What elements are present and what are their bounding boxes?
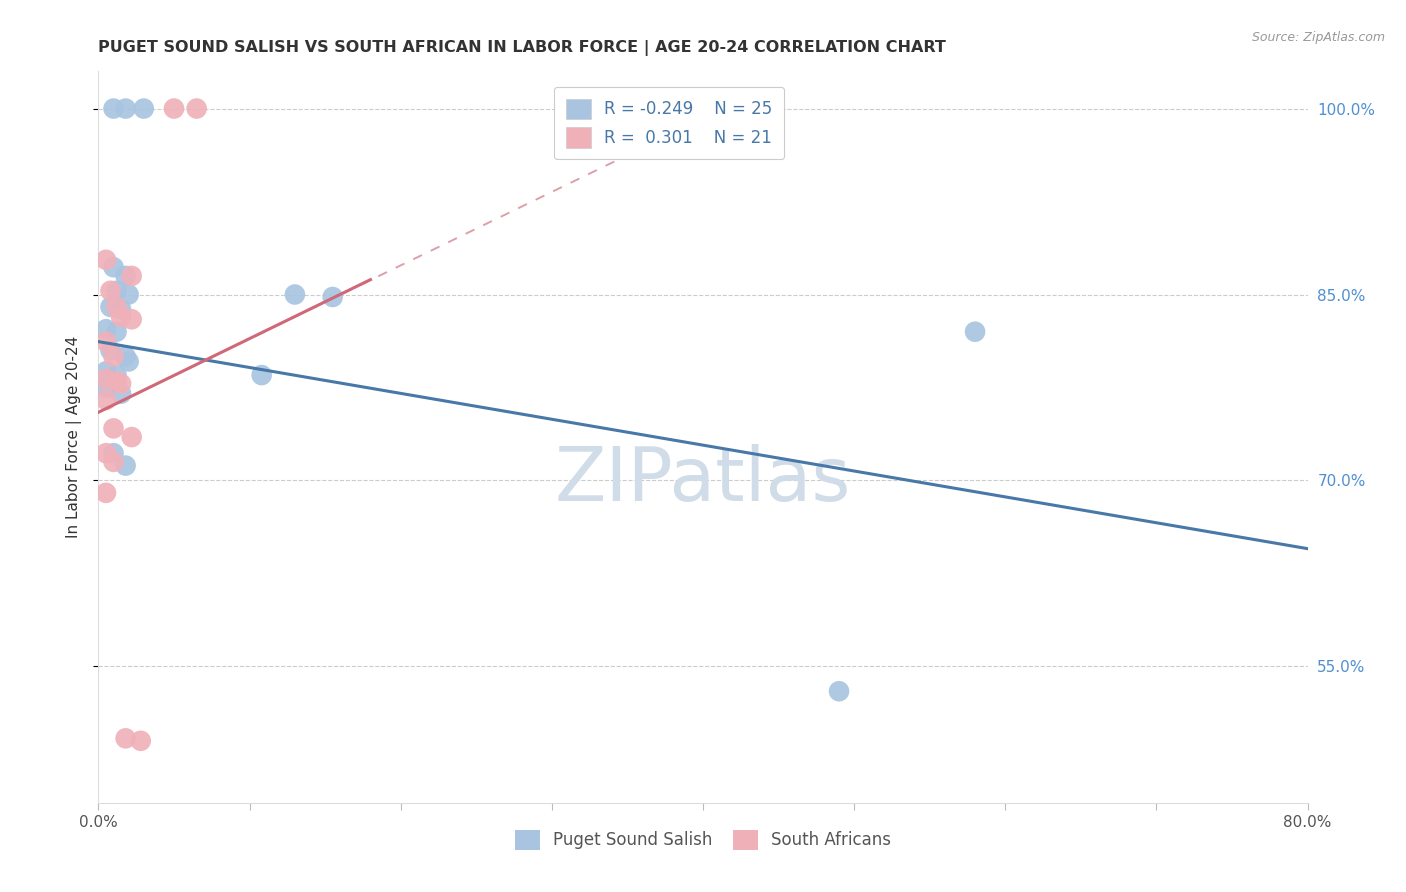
Legend: Puget Sound Salish, South Africans: Puget Sound Salish, South Africans	[509, 823, 897, 856]
Point	[94, 372, 117, 386]
Point	[94, 486, 117, 500]
Point	[103, 446, 125, 460]
Point	[121, 268, 143, 283]
Point	[94, 392, 117, 407]
Point	[828, 684, 851, 698]
Point	[114, 731, 136, 746]
Point	[94, 334, 117, 349]
Point	[94, 446, 117, 460]
Point	[103, 350, 125, 364]
Text: PUGET SOUND SALISH VS SOUTH AFRICAN IN LABOR FORCE | AGE 20-24 CORRELATION CHART: PUGET SOUND SALISH VS SOUTH AFRICAN IN L…	[98, 40, 946, 56]
Point	[103, 102, 125, 116]
Point	[105, 300, 128, 314]
Point	[114, 350, 136, 364]
Point	[110, 386, 132, 401]
Point	[105, 374, 128, 388]
Point	[110, 302, 132, 317]
Point	[118, 287, 141, 301]
Point	[121, 430, 143, 444]
Point	[105, 368, 128, 383]
Point	[163, 102, 186, 116]
Point	[100, 284, 122, 298]
Y-axis label: In Labor Force | Age 20-24: In Labor Force | Age 20-24	[66, 336, 83, 538]
Point	[94, 364, 117, 378]
Point	[105, 325, 128, 339]
Point	[322, 290, 344, 304]
Point	[94, 380, 117, 394]
Point	[132, 102, 155, 116]
Point	[114, 102, 136, 116]
Point	[105, 284, 128, 298]
Text: ZIPatlas: ZIPatlas	[555, 444, 851, 517]
Point	[250, 368, 273, 383]
Point	[103, 421, 125, 435]
Text: Source: ZipAtlas.com: Source: ZipAtlas.com	[1251, 31, 1385, 45]
Point	[114, 458, 136, 473]
Point	[118, 354, 141, 368]
Point	[129, 734, 152, 748]
Point	[100, 343, 122, 358]
Point	[284, 287, 307, 301]
Point	[114, 268, 136, 283]
Point	[110, 310, 132, 324]
Point	[186, 102, 208, 116]
Point	[100, 300, 122, 314]
Point	[965, 325, 987, 339]
Point	[110, 376, 132, 391]
Point	[94, 322, 117, 336]
Point	[94, 252, 117, 267]
Point	[103, 260, 125, 275]
Point	[103, 455, 125, 469]
Point	[121, 312, 143, 326]
